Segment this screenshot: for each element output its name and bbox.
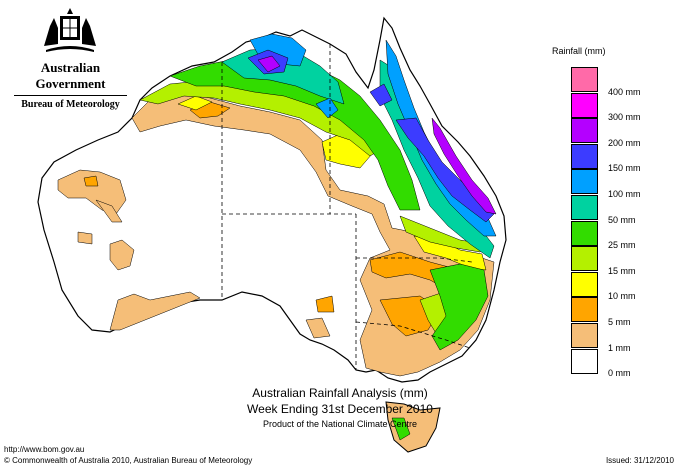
legend-swatch	[571, 195, 598, 220]
legend-swatch	[571, 143, 598, 169]
rain-150mm-zones	[247, 49, 495, 223]
legend-title: Rainfall (mm)	[552, 46, 606, 56]
government-label: Australian Government	[35, 60, 106, 91]
legend-swatch	[571, 220, 598, 246]
legend-label: 0 mm	[608, 368, 631, 379]
coat-of-arms-icon	[44, 8, 96, 52]
legend-swatch	[571, 118, 598, 144]
legend-label: 300 mm	[608, 112, 641, 123]
legend-label: 50 mm	[608, 214, 636, 225]
legend-swatch	[571, 67, 598, 92]
copyright-text: © Commonwealth of Australia 2010, Austra…	[4, 456, 253, 465]
government-branding: Australian Government Bureau of Meteorol…	[8, 60, 133, 110]
legend-label: 1 mm	[608, 342, 631, 353]
legend-swatch	[571, 92, 598, 118]
legend-label: 400 mm	[608, 86, 641, 97]
legend-swatch	[571, 246, 598, 272]
legend-label: 150 mm	[608, 163, 641, 174]
legend-label: 100 mm	[608, 189, 641, 199]
legend-label: 200 mm	[608, 137, 641, 148]
map-credit: Product of the National Climate Centre	[262, 419, 418, 429]
state-borders	[221, 44, 473, 370]
rain-200mm-zones	[257, 55, 497, 215]
legend-label: 10 mm	[608, 291, 636, 302]
legend-swatch	[571, 169, 598, 195]
branding-divider	[14, 95, 127, 96]
legend-swatch	[571, 271, 598, 297]
website-link[interactable]: http://www.bom.gov.au	[4, 445, 85, 454]
legend-label: 25 mm	[608, 240, 636, 251]
issued-date: Issued: 31/12/2010	[605, 456, 674, 465]
legend-label: 15 mm	[608, 265, 636, 276]
legend-label: 5 mm	[608, 317, 631, 327]
map-title-block: Australian Rainfall Analysis (mm) Week E…	[0, 386, 680, 429]
legend-swatch	[571, 297, 598, 323]
map-title: Australian Rainfall Analysis (mm)	[252, 386, 428, 400]
legend-swatch	[571, 323, 598, 348]
legend-swatch	[571, 348, 598, 374]
bureau-label: Bureau of Meteorology	[21, 99, 120, 110]
tasmania	[385, 401, 441, 453]
map-subtitle: Week Ending 31st December 2010	[247, 402, 433, 416]
